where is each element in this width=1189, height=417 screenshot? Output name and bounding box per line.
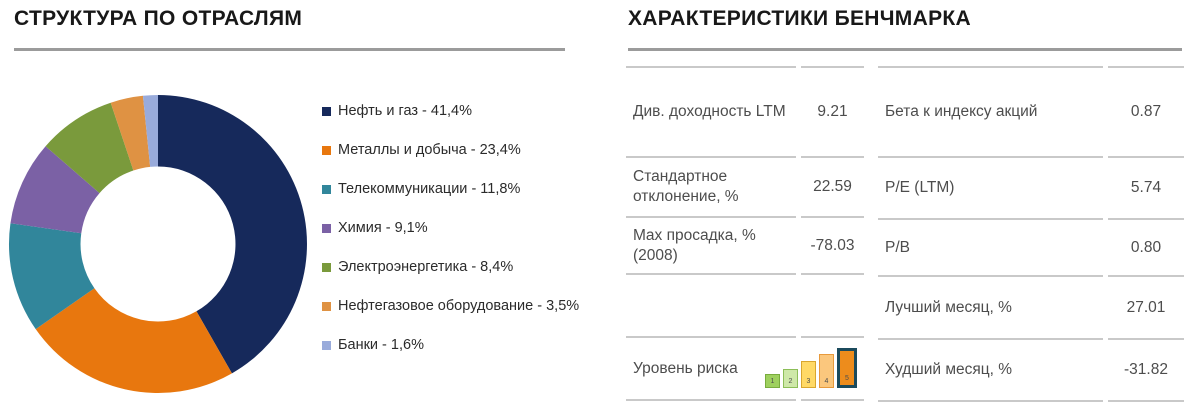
risk-bar-1: 1	[765, 374, 780, 388]
industry-legend: Нефть и газ - 41,4% Металлы и добыча - 2…	[322, 104, 579, 353]
table-row-beta: Бета к индексу акций 0.87	[878, 66, 1184, 158]
risk-bar-3: 3	[801, 361, 816, 388]
legend-item-chemistry: Химия - 9,1%	[322, 221, 579, 236]
table-row-risk-level: Уровень риска 1 2 3 4 5	[626, 338, 864, 401]
metric-label	[626, 275, 796, 338]
table-row-pe-ltm: P/E (LTM) 5.74	[878, 158, 1184, 220]
legend-swatch-metals-mining	[322, 146, 331, 155]
legend-item-oil-gas: Нефть и газ - 41,4%	[322, 104, 579, 119]
table-row-worst-month: Худший месяц, % -31.82	[878, 340, 1184, 402]
table-row-best-month: Лучший месяц, % 27.01	[878, 277, 1184, 340]
donut-slice-3	[10, 146, 100, 234]
benchmark-title-underline	[628, 48, 1182, 51]
table-row-std-deviation: Стандартное отклонение, % 22.59	[626, 158, 864, 218]
table-row-max-drawdown: Max просадка, % (2008) -78.03	[626, 218, 864, 275]
metric-value: 0.87	[1108, 66, 1184, 158]
metric-value: -31.82	[1108, 340, 1184, 402]
metric-label: Худший месяц, %	[878, 340, 1103, 402]
legend-item-metals-mining: Металлы и добыча - 23,4%	[322, 143, 579, 158]
table-row-empty	[626, 275, 864, 338]
legend-item-telecom: Телекоммуникации - 11,8%	[322, 182, 579, 197]
legend-label: Банки - 1,6%	[338, 337, 424, 353]
risk-bar-2: 2	[783, 369, 798, 388]
legend-swatch-oilfield-equipment	[322, 302, 331, 311]
metric-value: 9.21	[801, 66, 864, 158]
metric-label: Уровень риска	[626, 338, 796, 401]
metric-label: Див. доходность LTM	[626, 66, 796, 158]
industry-donut-chart	[8, 94, 307, 393]
legend-label: Металлы и добыча - 23,4%	[338, 142, 521, 158]
donut-slice-4	[45, 102, 134, 194]
legend-label: Телекоммуникации - 11,8%	[338, 181, 521, 197]
benchmark-characteristics-title: ХАРАКТЕРИСТИКИ БЕНЧМАРКА	[628, 7, 971, 30]
legend-label: Нефть и газ - 41,4%	[338, 103, 473, 119]
legend-label: Электроэнергетика - 8,4%	[338, 259, 514, 275]
metric-value: 27.01	[1108, 277, 1184, 340]
donut-slice-1	[35, 288, 232, 393]
legend-swatch-telecom	[322, 185, 331, 194]
risk-bar-5-selected: 5	[837, 348, 857, 388]
risk-bar-4: 4	[819, 354, 834, 388]
metric-value: 0.80	[1108, 220, 1184, 277]
donut-slice-6	[142, 94, 158, 167]
metric-value: 5.74	[1108, 158, 1184, 220]
legend-swatch-chemistry	[322, 224, 331, 233]
donut-slice-0	[158, 95, 307, 374]
metric-label: P/E (LTM)	[878, 158, 1103, 220]
legend-item-banks: Банки - 1,6%	[322, 338, 579, 353]
benchmark-table-right-column: Бета к индексу акций 0.87 P/E (LTM) 5.74…	[878, 66, 1184, 402]
legend-swatch-power	[322, 263, 331, 272]
legend-swatch-oil-gas	[322, 107, 331, 116]
metric-label: Лучший месяц, %	[878, 277, 1103, 340]
legend-label: Нефтегазовое оборудование - 3,5%	[338, 298, 580, 314]
metric-value: 22.59	[801, 158, 864, 218]
table-row-pb: P/B 0.80	[878, 220, 1184, 277]
legend-item-power: Электроэнергетика - 8,4%	[322, 260, 579, 275]
industry-title-underline	[14, 48, 565, 51]
table-row-div-yield: Див. доходность LTM 9.21	[626, 66, 864, 158]
donut-slice-5	[110, 95, 151, 171]
donut-slice-2	[8, 223, 95, 330]
risk-level-indicator: 1 2 3 4 5	[765, 348, 857, 388]
metric-label: Max просадка, % (2008)	[626, 218, 796, 275]
metric-value: -78.03	[801, 218, 864, 275]
metric-value	[801, 338, 864, 401]
metric-label: Бета к индексу акций	[878, 66, 1103, 158]
industry-structure-title: СТРУКТУРА ПО ОТРАСЛЯМ	[14, 7, 303, 30]
legend-label: Химия - 9,1%	[338, 220, 428, 236]
metric-label: Стандартное отклонение, %	[626, 158, 796, 218]
metric-value	[801, 275, 864, 338]
metric-label: P/B	[878, 220, 1103, 277]
legend-item-oilfield-equipment: Нефтегазовое оборудование - 3,5%	[322, 299, 579, 314]
benchmark-table-left-column: Див. доходность LTM 9.21 Стандартное отк…	[626, 66, 864, 401]
legend-swatch-banks	[322, 341, 331, 350]
